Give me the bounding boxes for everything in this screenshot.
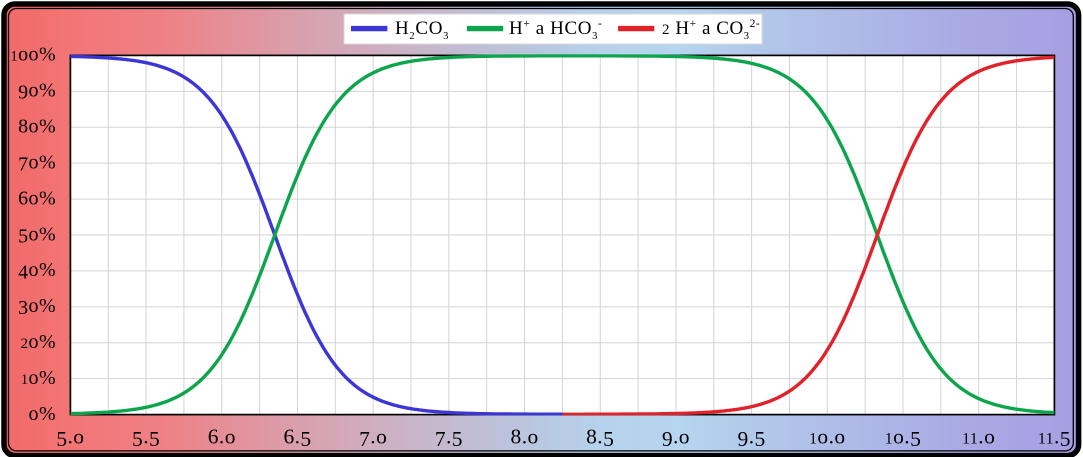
svg-text:5o%: 5o% <box>18 223 56 247</box>
svg-text:9.o: 9.o <box>662 425 690 451</box>
svg-text:7.o: 7.o <box>359 425 387 451</box>
svg-text:5.o: 5.o <box>56 425 84 451</box>
svg-text:11.o: 11.o <box>962 425 995 449</box>
svg-text:4o%: 4o% <box>18 259 56 283</box>
svg-text:6.5: 6.5 <box>283 425 311 451</box>
svg-text:8.5: 8.5 <box>586 425 614 451</box>
svg-text:5.5: 5.5 <box>132 425 160 451</box>
svg-text:11.5: 11.5 <box>1038 425 1071 451</box>
svg-text:8.o: 8.o <box>511 425 539 449</box>
svg-text:6o%: 6o% <box>18 187 56 209</box>
svg-text:7.5: 7.5 <box>435 425 463 451</box>
svg-text:8o%: 8o% <box>18 116 56 138</box>
svg-text:9o%: 9o% <box>18 80 56 104</box>
svg-text:1o%: 1o% <box>21 367 56 389</box>
svg-text:3o%: 3o% <box>18 295 56 319</box>
svg-text:H+ a HCO3-: H+ a HCO3- <box>509 18 602 42</box>
svg-text:2 H+ a CO32-: 2 H+ a CO32- <box>662 18 760 42</box>
svg-text:6.o: 6.o <box>208 425 236 449</box>
svg-text:2o%: 2o% <box>21 331 56 353</box>
svg-text:1o.5: 1o.5 <box>885 425 921 451</box>
svg-text:1oo%: 1oo% <box>10 44 56 66</box>
svg-text:H2CO3: H2CO3 <box>395 18 449 42</box>
svg-text:1o.o: 1o.o <box>809 425 845 449</box>
svg-text:9.5: 9.5 <box>738 425 766 451</box>
svg-text:7o%: 7o% <box>18 152 56 176</box>
svg-text:o%: o% <box>29 403 56 425</box>
